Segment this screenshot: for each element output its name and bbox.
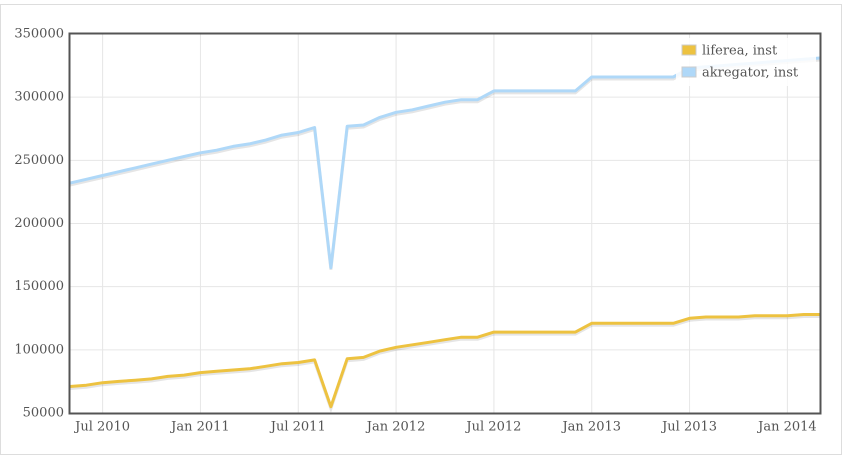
legend-box <box>676 38 816 86</box>
x-tick-label: Jan 2014 <box>756 420 817 435</box>
legend-swatch <box>681 66 697 78</box>
y-tick-label: 50000 <box>23 406 64 421</box>
legend: liferea, inst akregator, inst <box>676 38 816 86</box>
x-tick-label: Jul 2013 <box>660 420 717 435</box>
x-tick-label: Jul 2010 <box>73 420 130 435</box>
x-tick-label: Jul 2012 <box>464 420 521 435</box>
series-shadow <box>69 315 820 414</box>
series-line <box>69 313 820 409</box>
x-tick-label: Jan 2011 <box>169 420 230 435</box>
y-tick-label: 200000 <box>14 216 64 231</box>
x-tick-label: Jan 2013 <box>560 420 621 435</box>
legend-label: akregator, inst <box>702 66 799 81</box>
legend-swatch <box>681 44 697 56</box>
y-tick-label: 150000 <box>14 279 64 294</box>
x-tick-label: Jul 2011 <box>269 420 326 435</box>
y-tick-label: 300000 <box>14 90 64 105</box>
plot-frame <box>68 32 822 415</box>
y-tick-label: 100000 <box>14 342 64 357</box>
y-tick-label: 250000 <box>14 153 64 168</box>
legend-label: liferea, inst <box>702 44 778 59</box>
x-tick-label: Jan 2012 <box>365 420 426 435</box>
y-tick-label: 350000 <box>14 27 64 42</box>
